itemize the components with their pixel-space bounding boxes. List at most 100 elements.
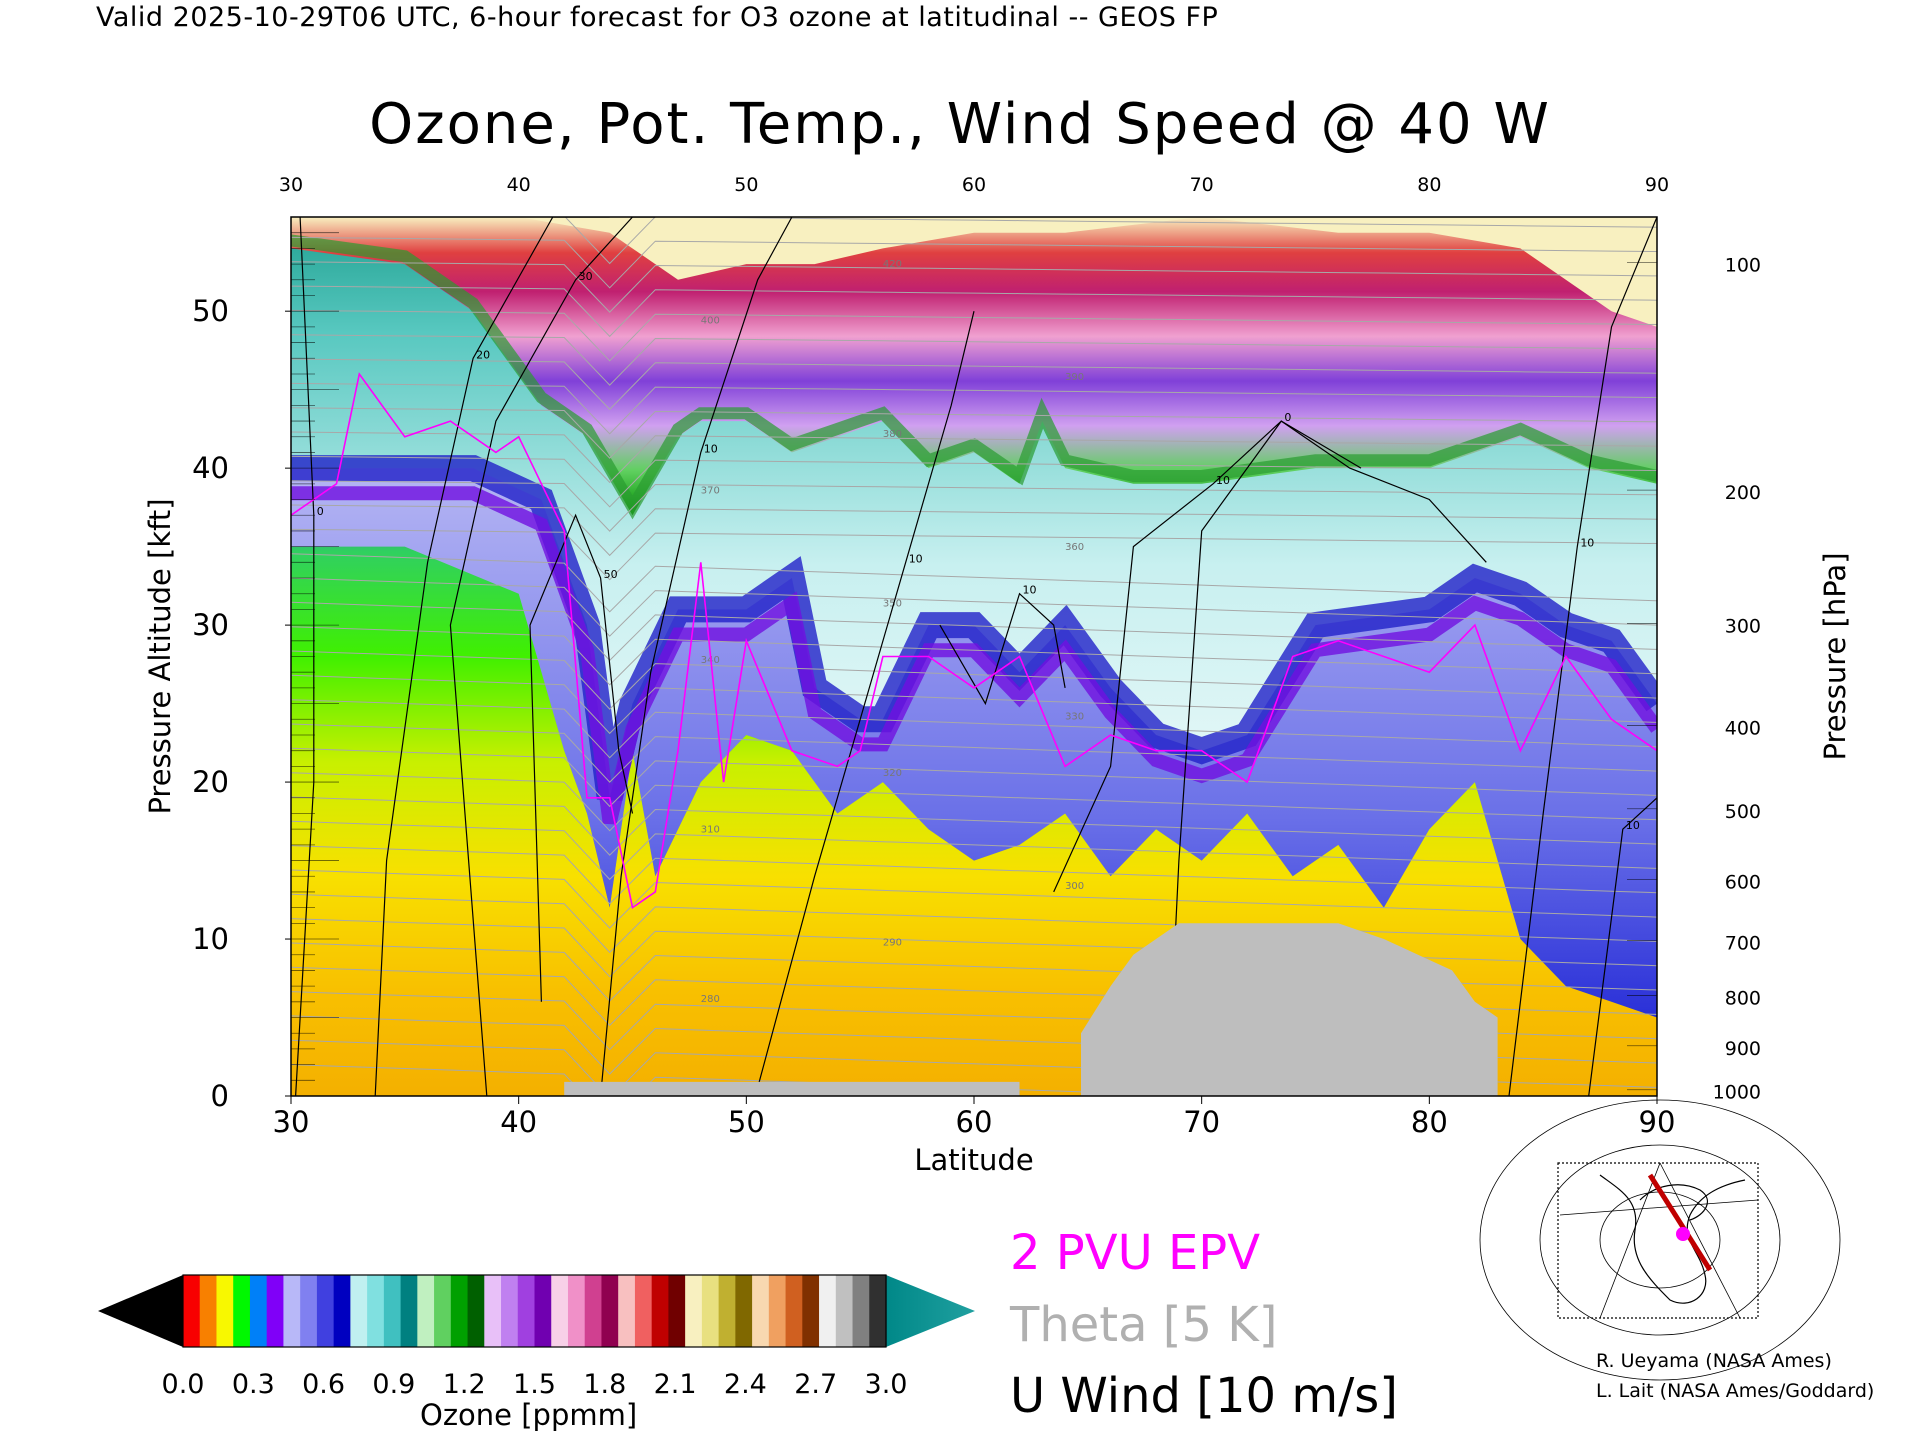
theta-contour-label: 330 <box>1065 711 1084 722</box>
theta-contour-line <box>291 893 1657 954</box>
theta-contour-line <box>291 845 1657 905</box>
u-wind-contours: 0 20 30 50 10 10 10 10 0 10 10 <box>295 217 1657 1096</box>
legend-epv: 2 PVU EPV <box>1010 1225 1261 1281</box>
u-wind-contour-line <box>1508 217 1657 1096</box>
theta-contour-line <box>291 869 1657 929</box>
theta-contour-line <box>291 772 1657 832</box>
theta-contour-line <box>291 431 1657 484</box>
colorbar-swatch <box>467 1275 485 1347</box>
colorbar-label: Ozone [ppmm] <box>420 1398 638 1432</box>
theta-contour-line <box>291 236 1657 289</box>
colorbar-swatch <box>651 1275 670 1347</box>
theta-contour-label: 290 <box>883 937 902 948</box>
x-tick-label: 30 <box>273 1105 310 1139</box>
u-wind-contour-label: 10 <box>1626 819 1640 832</box>
colorbar-swatch <box>835 1275 854 1347</box>
u-wind-contour-label: 0 <box>317 505 324 518</box>
colorbar-swatch <box>551 1275 569 1347</box>
colorbar-swatch <box>367 1275 385 1347</box>
terrain-mask <box>1081 923 1498 1096</box>
x-tick-label: 70 <box>1183 1105 1220 1139</box>
u-wind-contour-label: 20 <box>476 348 490 361</box>
theta-contour-line <box>291 261 1657 313</box>
u-wind-contour-line <box>1588 797 1657 1096</box>
pressure-tick-label: 800 <box>1725 988 1761 1010</box>
u-wind-contour-line <box>1166 420 1487 1096</box>
y-tick-label: 40 <box>192 451 229 485</box>
theta-contour-label: 370 <box>701 485 720 496</box>
colorbar-swatch <box>199 1275 218 1347</box>
pressure-tick-label: 900 <box>1725 1038 1761 1060</box>
colorbar-tick-label: 0.9 <box>372 1369 415 1400</box>
x-tick-label: 50 <box>728 1105 765 1139</box>
colorbar-tick-label: 2.1 <box>654 1369 697 1400</box>
colorbar-swatch <box>333 1275 351 1347</box>
theta-contour-label: 300 <box>1065 881 1084 892</box>
theta-contour-line <box>291 334 1657 386</box>
theta-contour-label: 390 <box>1065 372 1084 383</box>
y-tick-label: 0 <box>211 1079 229 1113</box>
colorbar-swatch <box>517 1275 536 1347</box>
pressure-tick-label: 1000 <box>1713 1082 1761 1104</box>
theta-contour-line <box>291 553 1657 613</box>
pressure-tick-label: 200 <box>1725 482 1761 504</box>
u-wind-contour-label: 10 <box>909 552 923 565</box>
ozone-fill-top <box>291 217 1657 327</box>
theta-contour-line <box>291 601 1657 662</box>
tropopause-band-violet <box>291 486 1657 825</box>
y-tick-label: 50 <box>192 294 229 328</box>
colorbar-swatch <box>450 1275 469 1347</box>
u-wind-contour-line <box>754 311 975 1096</box>
pressure-tick-label: 100 <box>1725 255 1761 277</box>
theta-contour-label: 310 <box>701 824 720 835</box>
colorbar-tick-label: 1.2 <box>443 1369 486 1400</box>
theta-contour-line <box>291 285 1657 338</box>
u-wind-contour-label: 10 <box>1580 537 1594 550</box>
theta-contour-line <box>291 747 1657 808</box>
theta-contour-line <box>291 382 1657 435</box>
colorbar-swatch <box>266 1275 285 1347</box>
colorbar-swatch <box>316 1275 335 1347</box>
theta-contour-line <box>291 504 1657 557</box>
theta-contour-line <box>291 796 1657 856</box>
colorbar-swatch <box>601 1275 619 1347</box>
colorbar-swatch <box>484 1275 502 1347</box>
x-tick-label: 60 <box>956 1105 993 1139</box>
theta-contour-line <box>291 723 1657 783</box>
legend-theta: Theta [5 K] <box>1010 1297 1278 1353</box>
colorbar-swatch <box>300 1275 318 1347</box>
y-tick-label: 30 <box>192 608 229 642</box>
u-wind-contour-line <box>374 217 610 1096</box>
theta-contour-line <box>291 480 1657 532</box>
u-wind-contour-line <box>529 513 634 1002</box>
colorbar-tick-label: 2.7 <box>794 1369 837 1400</box>
colorbar-swatch <box>735 1275 753 1347</box>
colorbar-swatch <box>869 1275 887 1347</box>
theta-contour-line <box>291 918 1657 978</box>
theta-contour-label: 350 <box>883 598 902 609</box>
colorbar-swatch <box>768 1275 787 1347</box>
pressure-tick-label: 600 <box>1725 871 1761 893</box>
u-wind-contour-line <box>449 217 656 1096</box>
colorbar-swatch <box>434 1275 452 1347</box>
top-tick-label: 30 <box>279 174 303 196</box>
theta-contour-label: 360 <box>1065 542 1084 553</box>
legend-uwind: U Wind [10 m/s] <box>1010 1368 1399 1424</box>
colorbar-swatch <box>584 1275 603 1347</box>
top-tick-label: 40 <box>507 174 531 196</box>
y-axis-label: Pressure Altitude [kft] <box>143 498 177 814</box>
colorbar-swatch <box>383 1275 402 1347</box>
colorbar-swatch <box>701 1275 720 1347</box>
u-wind-contour-line <box>1053 420 1362 893</box>
colorbar-tick-label: 1.8 <box>583 1369 626 1400</box>
theta-contour-label: 280 <box>701 994 720 1005</box>
credit-line-2: L. Lait (NASA Ames/Goddard) <box>1596 1380 1875 1402</box>
top-tick-label: 80 <box>1417 174 1441 196</box>
theta-contour-label: 400 <box>701 316 720 327</box>
theta-contour-line <box>291 674 1657 735</box>
colorbar-swatch <box>752 1275 770 1347</box>
u-wind-contour-label: 0 <box>1284 411 1291 424</box>
theta-contour-label: 320 <box>883 768 902 779</box>
colorbar-swatch <box>216 1275 234 1347</box>
colorbar-swatch <box>283 1275 301 1347</box>
